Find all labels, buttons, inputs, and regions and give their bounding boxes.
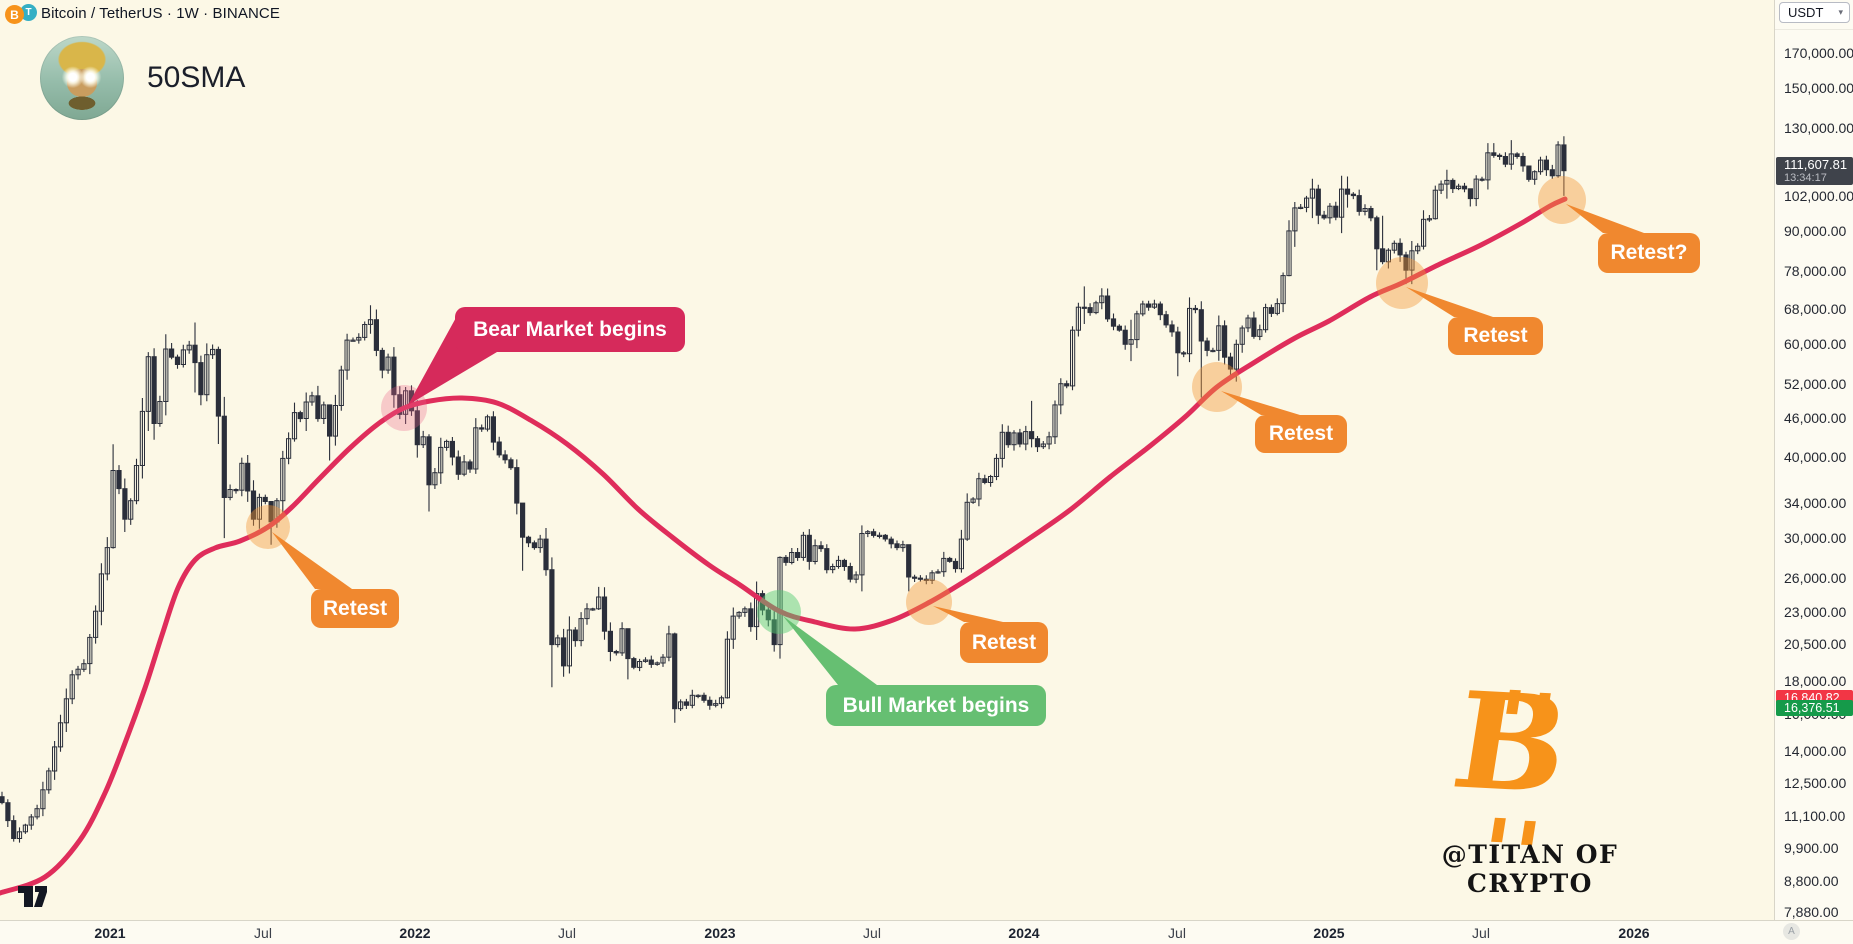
time-tick-label: Jul xyxy=(1168,925,1186,941)
axis-separator xyxy=(1775,29,1853,30)
sma-line[interactable] xyxy=(0,196,1568,896)
time-tick-label: Jul xyxy=(1472,925,1490,941)
time-axis[interactable]: 2021 Jul 2022 Jul 2023 Jul 2024 Jul 2025 Jul 2026 xyxy=(0,920,1853,944)
chevron-down-icon: ▾ xyxy=(1838,7,1843,17)
retest-2024-highlight xyxy=(1192,362,1242,412)
btc-logo: B xyxy=(1443,663,1579,824)
price-tick-label: 20,500.00 xyxy=(1784,636,1847,652)
pair-icon: T B xyxy=(4,2,38,24)
price-tick-label: 34,000.00 xyxy=(1784,495,1847,511)
level-label-green: 16,376.51 xyxy=(1776,700,1853,716)
price-tick-label: 68,000.00 xyxy=(1784,301,1847,317)
auto-scale-button[interactable]: A xyxy=(1783,923,1800,940)
annotation-bubble[interactable]: Retest? xyxy=(1598,233,1700,273)
tradingview-logo[interactable] xyxy=(18,886,48,908)
price-tick-label: 8,800.00 xyxy=(1784,873,1839,889)
price-tick-label: 150,000.00 xyxy=(1784,80,1853,96)
time-tick-label: 2023 xyxy=(704,925,736,941)
retest-2023-highlight xyxy=(906,579,952,625)
annotation-bubble[interactable]: Bull Market begins xyxy=(826,685,1046,726)
time-tick-label: Jul xyxy=(558,925,576,941)
time-tick-label: Jul xyxy=(254,925,272,941)
watermark: B @TITAN OF CRYPTO xyxy=(1380,663,1680,898)
price-tick-label: 102,000.00 xyxy=(1784,188,1853,204)
time-tick-label: 2024 xyxy=(1008,925,1040,941)
price-tick-label: 170,000.00 xyxy=(1784,45,1853,61)
price-tick-label: 130,000.00 xyxy=(1784,120,1853,136)
price-tick-label: 14,000.00 xyxy=(1784,743,1847,759)
price-axis[interactable]: USDT ▾ 170,000.00150,000.00130,000.00114… xyxy=(1774,0,1853,920)
tether-icon: T xyxy=(20,4,37,21)
time-tick-label: 2022 xyxy=(399,925,431,941)
countdown-timer: 13:34:17 xyxy=(1784,172,1827,184)
avatar xyxy=(40,36,124,120)
annotation-bubble[interactable]: Retest xyxy=(311,589,399,628)
last-price-label: 111,607.81 13:34:17 xyxy=(1776,157,1853,185)
annotation-bubble[interactable]: Bear Market begins xyxy=(455,307,685,352)
study-label: 50SMA xyxy=(147,61,246,94)
retest-2025a-highlight xyxy=(1376,257,1428,309)
annotation-bubble[interactable]: Retest xyxy=(960,622,1048,663)
price-tick-label: 90,000.00 xyxy=(1784,223,1847,239)
price-tick-label: 9,900.00 xyxy=(1784,840,1839,856)
price-tick-label: 11,100.00 xyxy=(1784,808,1846,824)
price-tick-label: 40,000.00 xyxy=(1784,449,1847,465)
time-tick-label: 2025 xyxy=(1313,925,1345,941)
price-tick-label: 46,000.00 xyxy=(1784,410,1847,426)
last-price-value: 111,607.81 xyxy=(1784,157,1848,172)
price-tick-label: 60,000.00 xyxy=(1784,336,1847,352)
price-tick-label: 78,000.00 xyxy=(1784,263,1847,279)
price-tick-label: 23,000.00 xyxy=(1784,604,1847,620)
price-tick-label: 26,000.00 xyxy=(1784,570,1847,586)
time-tick-label: 2021 xyxy=(94,925,126,941)
price-tick-label: 30,000.00 xyxy=(1784,530,1847,546)
currency-button[interactable]: USDT ▾ xyxy=(1779,2,1850,23)
time-tick-label: Jul xyxy=(863,925,881,941)
annotation-bubble[interactable]: Retest xyxy=(1448,317,1543,355)
retest-2025b-highlight xyxy=(1538,176,1586,224)
price-tick-label: 12,500.00 xyxy=(1784,775,1847,791)
price-tick-label: 18,000.00 xyxy=(1784,673,1847,689)
symbol-title: Bitcoin / TetherUS · 1W · BINANCE xyxy=(41,4,280,22)
bitcoin-icon: B xyxy=(5,5,24,24)
time-tick-label: 2026 xyxy=(1618,925,1650,941)
watermark-handle: @TITAN OF CRYPTO xyxy=(1441,840,1619,898)
annotation-bubble[interactable]: Retest xyxy=(1255,415,1347,453)
price-tick-label: 7,880.00 xyxy=(1784,904,1839,920)
price-tick-label: 52,000.00 xyxy=(1784,376,1847,392)
currency-button-label: USDT xyxy=(1788,5,1824,20)
symbol-header: T B Bitcoin / TetherUS · 1W · BINANCE xyxy=(4,2,280,24)
btc-logo-bar xyxy=(1491,817,1506,843)
